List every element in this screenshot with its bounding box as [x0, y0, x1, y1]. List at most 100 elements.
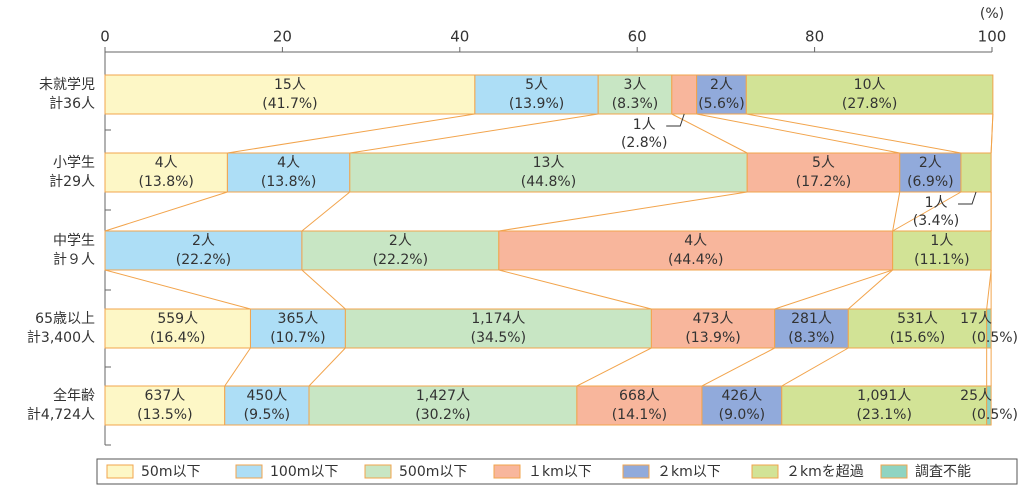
category-label: 小学生 — [53, 155, 95, 171]
bar-segment — [986, 385, 992, 426]
legend-swatch — [364, 464, 392, 479]
bar-segment — [960, 152, 992, 193]
x-tick-label: 0 — [100, 28, 110, 46]
count-label: 450人 — [247, 388, 288, 404]
connector — [671, 113, 748, 154]
value-label: (5.6%) — [698, 96, 745, 112]
category-label: 65歳以上 — [35, 311, 95, 327]
count-label: 1人 — [633, 117, 656, 133]
value-label: (14.1%) — [612, 407, 667, 423]
category-label: 中学生 — [53, 233, 95, 249]
category-label: 未就学児 — [39, 77, 95, 93]
value-label: (13.9%) — [685, 330, 740, 346]
count-label: 365人 — [278, 311, 319, 327]
bar-segment — [104, 230, 303, 271]
bar-segment — [498, 230, 894, 271]
bar-segment — [344, 308, 652, 349]
count-label: 2人 — [919, 155, 942, 171]
connector — [701, 347, 775, 387]
bar-segment — [224, 385, 310, 426]
value-label: (0.5%) — [972, 407, 1019, 423]
connector — [774, 269, 893, 310]
value-label: (13.9%) — [509, 96, 564, 112]
connector — [576, 347, 652, 387]
legend-swatch — [751, 464, 779, 479]
category-total: 計4,724人 — [27, 407, 95, 423]
connector — [227, 113, 475, 154]
count-label: 5人 — [812, 155, 835, 171]
count-label: 473人 — [693, 311, 734, 327]
bar-segment — [745, 74, 994, 115]
count-label: 5人 — [525, 77, 548, 93]
value-label: (41.7%) — [262, 96, 317, 112]
connector — [104, 269, 251, 310]
connector — [746, 113, 962, 154]
connector — [301, 269, 346, 310]
count-label: 2人 — [192, 233, 215, 249]
x-tick-label: 100 — [978, 28, 1007, 46]
value-label: (15.6%) — [890, 330, 945, 346]
value-label: (34.5%) — [471, 330, 526, 346]
value-label: (13.5%) — [137, 407, 192, 423]
value-label: (9.5%) — [244, 407, 291, 423]
bar-segment — [349, 152, 748, 193]
bar-segment — [249, 308, 346, 349]
value-label: (13.8%) — [138, 174, 193, 190]
legend-label: 調査不能 — [915, 464, 971, 480]
connector — [104, 191, 228, 232]
connector — [986, 269, 992, 310]
leader — [666, 113, 685, 127]
value-label: (10.7%) — [270, 330, 325, 346]
count-label: 25人 — [960, 388, 992, 404]
bar-segment — [474, 74, 599, 115]
value-label: (2.8%) — [621, 135, 668, 151]
bar-segment — [701, 385, 783, 426]
value-label: (23.1%) — [857, 407, 912, 423]
legend-swatch — [880, 464, 908, 479]
bar-segment — [671, 74, 698, 115]
bar-segment — [781, 385, 988, 426]
bar-segment — [696, 74, 747, 115]
connector — [301, 191, 351, 232]
connector — [349, 113, 599, 154]
legend-label: １km以下 — [528, 464, 592, 480]
legend-label: 500m以下 — [399, 464, 467, 480]
bar-segment — [104, 74, 476, 115]
value-label: (44.8%) — [521, 174, 576, 190]
x-tick-label: 60 — [628, 28, 647, 46]
value-label: (8.3%) — [788, 330, 835, 346]
bar-segment — [104, 308, 251, 349]
value-label: (30.2%) — [415, 407, 470, 423]
value-label: (22.2%) — [176, 252, 231, 268]
category-total: 計29人 — [49, 174, 95, 190]
bar-segment — [104, 385, 226, 426]
bar-segment — [746, 152, 901, 193]
bar-segment — [576, 385, 703, 426]
connector — [308, 347, 346, 387]
value-label: (9.0%) — [719, 407, 766, 423]
count-label: 15人 — [274, 77, 306, 93]
count-label: 1,174人 — [471, 311, 525, 327]
bar-segment — [899, 152, 962, 193]
legend-swatch — [622, 464, 650, 479]
value-label: (8.3%) — [612, 96, 659, 112]
category-total: 計3,400人 — [27, 330, 95, 346]
count-label: 4人 — [277, 155, 300, 171]
legend-swatch — [235, 464, 263, 479]
count-label: 559人 — [157, 311, 198, 327]
connector — [696, 113, 900, 154]
count-label: 17人 — [960, 311, 992, 327]
count-label: 1,091人 — [857, 388, 911, 404]
leader — [958, 191, 977, 205]
legend-label: ２kmを超過 — [786, 464, 864, 480]
value-label: (17.2%) — [796, 174, 851, 190]
count-label: 281人 — [791, 311, 832, 327]
bar-segment — [847, 308, 988, 349]
connector — [224, 347, 251, 387]
legend-swatch — [106, 464, 134, 479]
count-label: 637人 — [145, 388, 186, 404]
bar-segment — [892, 230, 992, 271]
count-label: 1人 — [930, 233, 953, 249]
count-label: 10人 — [854, 77, 886, 93]
